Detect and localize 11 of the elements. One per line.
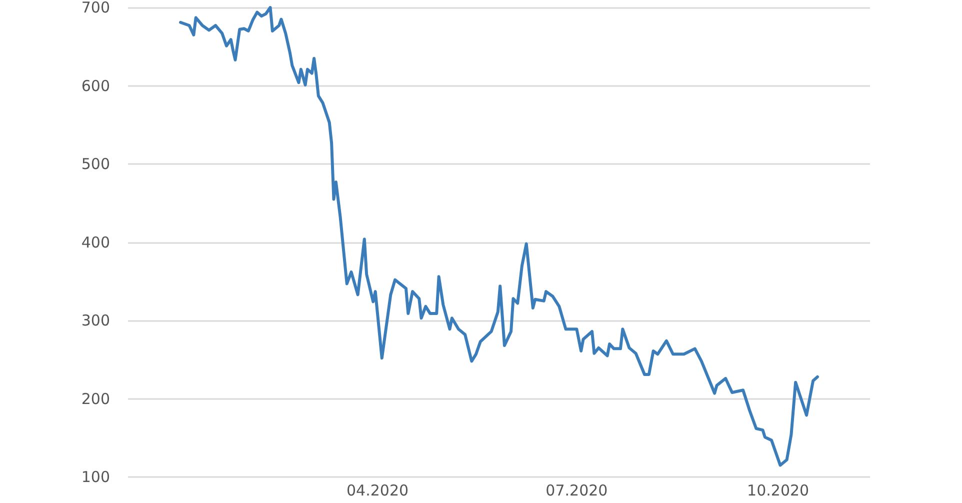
y-tick-label: 300 — [81, 312, 110, 330]
y-tick-label: 100 — [81, 468, 110, 486]
line-series — [179, 6, 819, 467]
x-tick-label: 10.2020 — [747, 482, 810, 500]
x-tick-label: 04.2020 — [346, 482, 409, 500]
y-tick-label: 200 — [81, 390, 110, 408]
y-tick-label: 700 — [81, 0, 110, 16]
y-tick-label: 600 — [81, 76, 110, 95]
y-tick-label: 500 — [81, 155, 110, 173]
y-tick-label: 400 — [81, 233, 110, 252]
x-tick-label: 07.2020 — [546, 482, 608, 500]
